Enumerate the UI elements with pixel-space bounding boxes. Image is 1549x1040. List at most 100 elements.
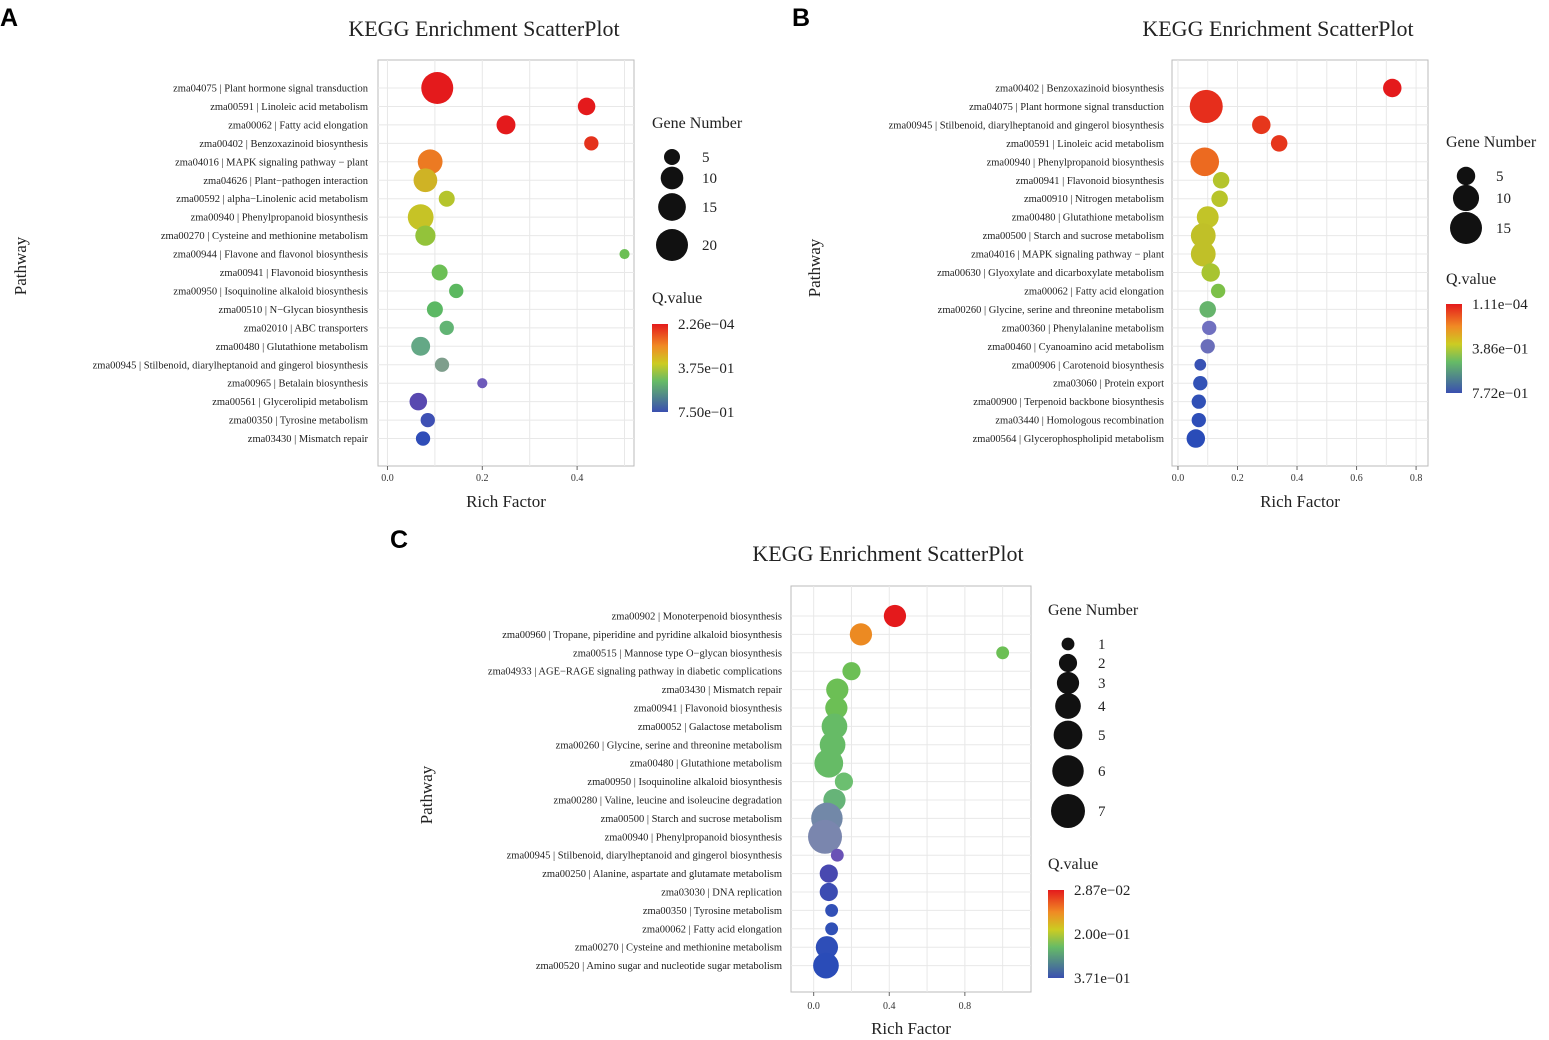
y-axis-title: Pathway xyxy=(11,236,30,295)
enrichment-point xyxy=(1252,115,1271,135)
colorbar-label: 7.50e−01 xyxy=(678,405,734,421)
panel-letter: A xyxy=(0,4,18,32)
pathway-label: zma00940 | Phenylpropanoid biosynthesis xyxy=(987,157,1164,168)
enrichment-point xyxy=(808,819,843,854)
pathway-label: zma03430 | Mismatch repair xyxy=(662,685,783,696)
qvalue-legend: Q.value 2.26e−04 3.75e−01 7.50e−01 xyxy=(652,290,735,421)
enrichment-point xyxy=(1190,241,1216,267)
enrichment-point xyxy=(439,320,454,336)
enrichment-point xyxy=(834,772,854,791)
enrichment-point xyxy=(409,392,428,411)
enrichment-point xyxy=(584,136,599,151)
pathway-label: zma02010 | ABC transporters xyxy=(244,323,368,334)
pathway-label: zma04933 | AGE−RAGE signaling pathway in… xyxy=(488,667,782,678)
panel-letter: B xyxy=(792,4,810,32)
pathway-label: zma00280 | Valine, leucine and isoleucin… xyxy=(554,796,783,807)
x-tick-label: 0.0 xyxy=(807,1001,820,1012)
pathway-label: zma00480 | Glutathione metabolism xyxy=(1012,213,1164,224)
legend-title: Gene Number xyxy=(652,115,743,132)
x-axis-title: Rich Factor xyxy=(466,492,546,511)
enrichment-point xyxy=(813,952,839,979)
enrichment-point xyxy=(815,936,839,959)
enrichment-point xyxy=(415,225,436,246)
x-tick-label: 0.2 xyxy=(1231,473,1244,484)
enrichment-point xyxy=(417,149,443,175)
enrichment-point xyxy=(426,301,443,318)
enrichment-point xyxy=(413,168,438,193)
x-tick-label: 0.4 xyxy=(571,473,584,484)
colorbar-label: 2.00e−01 xyxy=(1074,927,1130,943)
enrichment-point xyxy=(1199,301,1216,318)
y-axis-title: Pathway xyxy=(417,765,436,824)
chart-panel-b: B KEGG Enrichment ScatterPlot 0.0 0.2 0.4 0.6… xyxy=(792,4,1537,511)
pathway-label: zma00350 | Tyrosine metabolism xyxy=(229,416,368,427)
legend-title: Q.value xyxy=(1048,856,1098,873)
qvalue-legend: Q.value 2.87e−02 2.00e−01 3.71e−01 xyxy=(1048,856,1130,987)
size-legend-label: 15 xyxy=(1496,221,1511,237)
enrichment-point xyxy=(496,115,516,135)
pathway-label: zma03440 | Homologous recombination xyxy=(995,416,1164,427)
pathway-label: zma00350 | Tyrosine metabolism xyxy=(643,906,782,917)
size-legend-label: 20 xyxy=(702,238,717,254)
x-tick-label: 0.4 xyxy=(1291,473,1304,484)
enrichment-point xyxy=(1189,89,1223,123)
colorbar-label: 3.71e−01 xyxy=(1074,971,1130,987)
pathway-label: zma00941 | Flavonoid biosynthesis xyxy=(1016,176,1164,187)
pathway-label: zma00402 | Benzoxazinoid biosynthesis xyxy=(199,139,368,150)
size-legend-label: 2 xyxy=(1098,656,1106,672)
x-tick-label: 0.8 xyxy=(959,1001,972,1012)
enrichment-point xyxy=(434,357,450,372)
pathway-label: zma00945 | Stilbenoid, diarylheptanoid a… xyxy=(93,360,368,371)
enrichment-point xyxy=(1210,283,1226,299)
pathway-label: zma00062 | Fatty acid elongation xyxy=(1024,286,1164,297)
size-legend-label: 15 xyxy=(702,200,717,216)
enrichment-point xyxy=(1383,78,1402,98)
gene-number-legend: Gene Number 1 2 3 4 5 6 7 xyxy=(1048,602,1139,828)
pathway-label: zma04075 | Plant hormone signal transduc… xyxy=(969,102,1165,113)
pathway-label: zma00564 | Glycerophospholipid metabolis… xyxy=(973,434,1164,445)
chart-panel-a: A KEGG Enrichment ScatterPlot 0.0 0.2 0.4 Ric… xyxy=(0,4,743,511)
pathway-label: zma00402 | Benzoxazinoid biosynthesis xyxy=(995,84,1164,95)
enrichment-point xyxy=(1193,376,1208,391)
colorbar-label: 1.11e−04 xyxy=(1472,297,1528,313)
chart-title: KEGG Enrichment ScatterPlot xyxy=(348,16,619,41)
enrichment-point xyxy=(1212,171,1230,189)
colorbar-label: 2.87e−02 xyxy=(1074,883,1130,899)
size-legend-label: 6 xyxy=(1098,764,1106,780)
pathway-label: zma03060 | Protein export xyxy=(1053,379,1164,390)
enrichment-point xyxy=(830,848,844,862)
y-axis-title: Pathway xyxy=(805,238,824,297)
x-tick-label: 0.4 xyxy=(883,1001,896,1012)
size-legend-dot xyxy=(1061,637,1075,651)
enrichment-point xyxy=(826,678,849,701)
size-legend-dot xyxy=(658,193,686,221)
enrichment-point xyxy=(1194,358,1207,371)
enrichment-point xyxy=(1186,429,1206,448)
enrichment-point xyxy=(438,190,455,207)
chart-title: KEGG Enrichment ScatterPlot xyxy=(752,541,1023,566)
pathway-label: zma00561 | Glycerolipid metabolism xyxy=(212,397,368,408)
pathway-label: zma00460 | Cyanoamino acid metabolism xyxy=(988,342,1164,353)
enrichment-point xyxy=(842,662,861,681)
enrichment-point xyxy=(825,922,839,936)
size-legend-label: 4 xyxy=(1098,699,1106,715)
pathway-label: zma00591 | Linoleic acid metabolism xyxy=(210,102,368,113)
size-legend-label: 10 xyxy=(1496,191,1511,207)
enrichment-point xyxy=(1200,339,1215,354)
size-legend-dot xyxy=(664,149,680,165)
pathway-label: zma00592 | alpha−Linolenic acid metaboli… xyxy=(176,194,368,205)
enrichment-point xyxy=(431,264,448,281)
enrichment-point xyxy=(1191,412,1206,428)
size-legend-dot xyxy=(660,166,684,190)
pathway-label: zma04075 | Plant hormone signal transduc… xyxy=(173,84,369,95)
size-legend-label: 5 xyxy=(702,150,710,166)
enrichment-point xyxy=(411,336,431,356)
enrichment-point xyxy=(449,283,464,299)
enrichment-point xyxy=(1196,206,1219,229)
pathway-label: zma00520 | Amino sugar and nucleotide su… xyxy=(536,961,782,972)
pathway-label: zma00902 | Monoterpenoid biosynthesis xyxy=(612,612,782,623)
enrichment-point xyxy=(1202,320,1217,336)
enrichment-point xyxy=(825,903,839,917)
x-tick-label: 0.0 xyxy=(1172,473,1185,484)
enrichment-point xyxy=(819,882,838,902)
